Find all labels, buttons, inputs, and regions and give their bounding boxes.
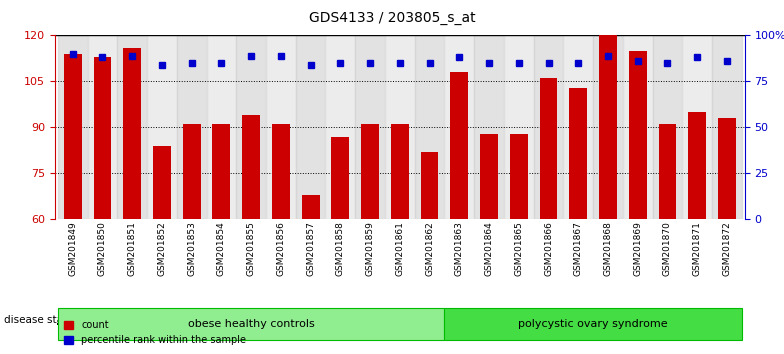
Bar bbox=[296, 35, 325, 219]
Bar bbox=[712, 35, 742, 219]
Bar bbox=[266, 35, 296, 219]
Bar bbox=[153, 146, 171, 219]
Bar bbox=[539, 78, 557, 219]
Bar bbox=[64, 54, 82, 219]
Bar bbox=[450, 72, 468, 219]
Bar bbox=[272, 124, 290, 219]
Bar bbox=[593, 35, 622, 219]
Bar bbox=[355, 35, 385, 219]
Bar bbox=[510, 133, 528, 219]
Bar bbox=[325, 35, 355, 219]
Bar bbox=[622, 35, 652, 219]
Bar bbox=[58, 35, 88, 219]
Bar bbox=[177, 35, 206, 219]
Bar bbox=[415, 35, 445, 219]
Bar bbox=[445, 35, 474, 219]
Bar bbox=[682, 35, 712, 219]
Bar bbox=[688, 112, 706, 219]
Bar bbox=[474, 35, 504, 219]
Bar bbox=[564, 35, 593, 219]
Text: disease state: disease state bbox=[4, 315, 74, 325]
Bar bbox=[569, 87, 587, 219]
Bar bbox=[504, 35, 534, 219]
Bar bbox=[391, 124, 408, 219]
Bar bbox=[183, 124, 201, 219]
Bar bbox=[147, 35, 177, 219]
Bar bbox=[421, 152, 438, 219]
Bar bbox=[361, 124, 379, 219]
Bar bbox=[385, 35, 415, 219]
Text: polycystic ovary syndrome: polycystic ovary syndrome bbox=[518, 319, 668, 329]
Bar bbox=[659, 124, 677, 219]
Bar bbox=[88, 35, 118, 219]
Bar bbox=[206, 35, 236, 219]
Bar bbox=[236, 35, 266, 219]
Bar bbox=[302, 195, 320, 219]
Bar bbox=[332, 137, 350, 219]
Bar bbox=[93, 57, 111, 219]
Text: GDS4133 / 203805_s_at: GDS4133 / 203805_s_at bbox=[309, 11, 475, 25]
Bar bbox=[629, 51, 647, 219]
Bar bbox=[242, 115, 260, 219]
Text: obese healthy controls: obese healthy controls bbox=[188, 319, 314, 329]
Bar bbox=[718, 118, 736, 219]
Bar bbox=[118, 35, 147, 219]
Bar bbox=[652, 35, 682, 219]
Bar bbox=[599, 35, 617, 219]
Bar bbox=[480, 133, 498, 219]
Bar bbox=[212, 124, 230, 219]
Bar bbox=[123, 48, 141, 219]
Bar bbox=[534, 35, 564, 219]
Legend: count, percentile rank within the sample: count, percentile rank within the sample bbox=[60, 316, 250, 349]
